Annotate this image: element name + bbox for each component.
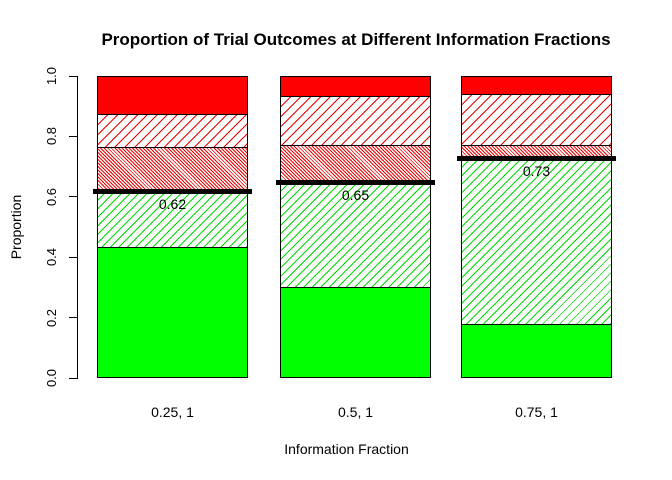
threshold-line [93, 188, 252, 194]
y-axis-tick-label: 0.0 [44, 368, 59, 388]
bar-segment-solid-red [461, 76, 612, 95]
threshold-value-label: 0.65 [341, 186, 370, 203]
y-axis-tick-label: 0.8 [44, 127, 59, 146]
x-category-label: 0.25, 1 [151, 404, 194, 420]
stacked-bar [280, 76, 431, 378]
y-axis-tick [69, 256, 77, 258]
y-axis-tick [69, 75, 77, 77]
bar-segment-red-dense-hatched [461, 145, 612, 158]
y-axis-tick-label: 0.2 [44, 308, 59, 327]
threshold-value-label: 0.62 [158, 195, 187, 212]
threshold-value-label: 0.73 [522, 162, 551, 179]
bar-segment-red-hatched [461, 94, 612, 146]
x-axis-title: Information Fraction [284, 441, 409, 457]
stacked-bar [461, 76, 612, 378]
bar-segment-green-hatched [461, 157, 612, 324]
stacked-bar [97, 76, 248, 378]
y-axis-title: Proportion [8, 194, 24, 260]
threshold-line [457, 155, 616, 161]
y-axis-tick-label: 1.0 [44, 66, 59, 86]
bar-segment-red-dense-hatched [97, 146, 248, 191]
threshold-line [276, 179, 435, 185]
bar-segment-green-hatched [97, 190, 248, 247]
y-axis-tick [69, 377, 77, 379]
bar-segment-red-dense-hatched [280, 145, 431, 182]
bar-segment-solid-red [280, 76, 431, 96]
y-axis-tick [69, 317, 77, 319]
y-axis-tick-label: 0.4 [44, 248, 59, 267]
bar-segment-red-hatched [97, 113, 248, 147]
bar-segment-solid-green [97, 246, 248, 378]
bar-segment-red-hatched [280, 95, 431, 146]
y-axis-tick [69, 135, 77, 137]
bar-segment-solid-green [461, 323, 612, 378]
bar-segment-solid-green [280, 287, 431, 378]
x-category-label: 0.75, 1 [515, 404, 558, 420]
bar-segment-solid-red [97, 76, 248, 114]
y-axis-tick-label: 0.6 [44, 187, 59, 206]
chart-title: Proportion of Trial Outcomes at Differen… [101, 30, 611, 49]
y-axis-tick [69, 196, 77, 198]
x-category-label: 0.5, 1 [337, 404, 374, 420]
y-axis-line [77, 76, 78, 379]
